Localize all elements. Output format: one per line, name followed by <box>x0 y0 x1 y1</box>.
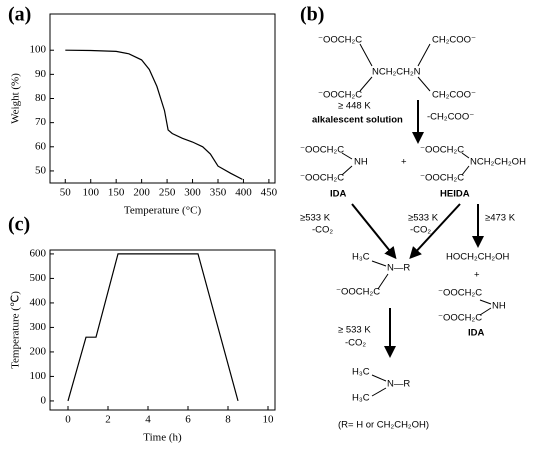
diagram-b: (b) ⁻OOCH₂C CH₂COO⁻ NCH₂CH₂N ⁻OOCH₂C CH₂COO⁻ ≥… <box>300 4 526 431</box>
bond <box>341 152 353 176</box>
diagram-text: ≥533 K <box>300 213 331 224</box>
panel-label: (c) <box>8 214 30 236</box>
arrow <box>409 203 461 259</box>
diagram-text: HOCH₂CH₂OH <box>446 252 509 263</box>
y-tick-label: 600 <box>30 247 47 259</box>
bond <box>461 152 470 176</box>
diagram-text: CH₂COO⁻ <box>432 35 476 46</box>
diagram-text: N—R <box>387 263 410 274</box>
data-line <box>65 49 243 180</box>
x-tick-label: 400 <box>235 187 252 199</box>
diagram-text: + <box>401 157 407 168</box>
x-tick-label: 200 <box>133 187 150 199</box>
diagram-text: ⁻OOCH₂C <box>300 145 344 156</box>
diagram-text: ⁻OOCH₂C <box>420 145 464 156</box>
x-axis-label: Temperature (°C) <box>124 205 202 217</box>
x-tick-label: 250 <box>159 187 176 199</box>
x-tick-label: 0 <box>65 414 71 426</box>
y-tick-label: 400 <box>30 296 47 308</box>
diagram-text: NH <box>492 301 506 312</box>
diagram-text: (R= H or CH₂CH₂OH) <box>338 420 429 431</box>
y-tick-label: 60 <box>35 140 47 152</box>
diagram-text: ⁻OOCH₂C <box>318 90 362 101</box>
data-line <box>67 253 239 402</box>
diagram-text: H₃C <box>352 367 370 378</box>
diagram-text: + <box>474 270 480 281</box>
y-tick-label: 0 <box>41 394 47 406</box>
diagram-text: N—R <box>387 379 410 390</box>
x-tick-label: 300 <box>184 187 201 199</box>
bond <box>371 374 387 397</box>
diagram-text: alkalescent solution <box>312 115 403 126</box>
diagram-text: ≥ 533 K <box>338 325 371 336</box>
y-tick-label: 100 <box>30 370 47 382</box>
x-tick-label: 50 <box>60 187 72 199</box>
diagram-text: H₃C <box>352 252 370 263</box>
diagram-text: ⁻OOCH₂C <box>438 313 482 324</box>
bond <box>479 299 492 316</box>
diagram-text: IDA <box>468 328 485 339</box>
y-tick-label: 70 <box>35 116 47 128</box>
y-tick-label: 200 <box>30 345 47 357</box>
diagram-text: CH₂COO⁻ <box>432 90 476 101</box>
diagram-text: -CH₂COO⁻ <box>427 112 474 123</box>
x-tick-label: 8 <box>225 414 231 426</box>
diagram-text: -CO₂ <box>410 225 431 236</box>
diagram-text: ⁻OOCH₂C <box>336 287 380 298</box>
diagram-text: NCH₂CH₂N <box>372 67 421 78</box>
diagram-text: NH <box>354 157 368 168</box>
x-tick-label: 10 <box>263 414 275 426</box>
x-tick-label: 350 <box>210 187 227 199</box>
diagram-text: ⁻OOCH₂C <box>420 173 464 184</box>
bond <box>371 260 389 290</box>
diagram-text: ≥533 K <box>408 213 439 224</box>
y-axis-label: Weight (%) <box>10 73 22 124</box>
x-tick-label: 150 <box>108 187 125 199</box>
bond <box>359 43 431 92</box>
y-tick-label: 300 <box>30 321 47 333</box>
plot-frame <box>49 13 276 184</box>
diagram-text: ≥ 448 K <box>338 101 371 112</box>
x-tick-label: 6 <box>185 414 191 426</box>
y-axis-label: Temperature (℃) <box>10 291 22 369</box>
x-tick-label: 2 <box>105 414 111 426</box>
diagram-text: -CO₂ <box>345 338 366 349</box>
x-tick-label: 4 <box>145 414 151 426</box>
panel-label: (a) <box>8 4 31 26</box>
diagram-text: ≥473 K <box>485 213 516 224</box>
diagram-text: ⁻OOCH₂C <box>300 173 344 184</box>
x-tick-label: 450 <box>261 187 278 199</box>
diagram-text: ⁻OOCH₂C <box>438 288 482 299</box>
diagram-text: ⁻OOCH₂C <box>318 35 362 46</box>
y-tick-label: 100 <box>30 44 47 56</box>
diagram-text: H₃C <box>352 393 370 404</box>
chart: (a) 50 100 150 200 250 300 350 400 450 50 60 70 80 90 1… <box>8 4 278 217</box>
y-tick-label: 500 <box>30 272 47 284</box>
y-tick-label: 90 <box>35 68 47 80</box>
diagram-text: NCH₂CH₂OH <box>470 157 526 168</box>
diagram-text: HEIDA <box>440 189 470 200</box>
arrow <box>351 203 397 260</box>
panel-label: (b) <box>300 4 324 26</box>
diagram-text: -CO₂ <box>312 225 333 236</box>
plot-frame <box>49 249 276 411</box>
x-tick-label: 100 <box>82 187 99 199</box>
diagram-text: IDA <box>330 189 347 200</box>
y-tick-label: 80 <box>35 92 47 104</box>
y-tick-label: 50 <box>35 164 47 176</box>
x-axis-label: Time (h) <box>143 432 182 444</box>
